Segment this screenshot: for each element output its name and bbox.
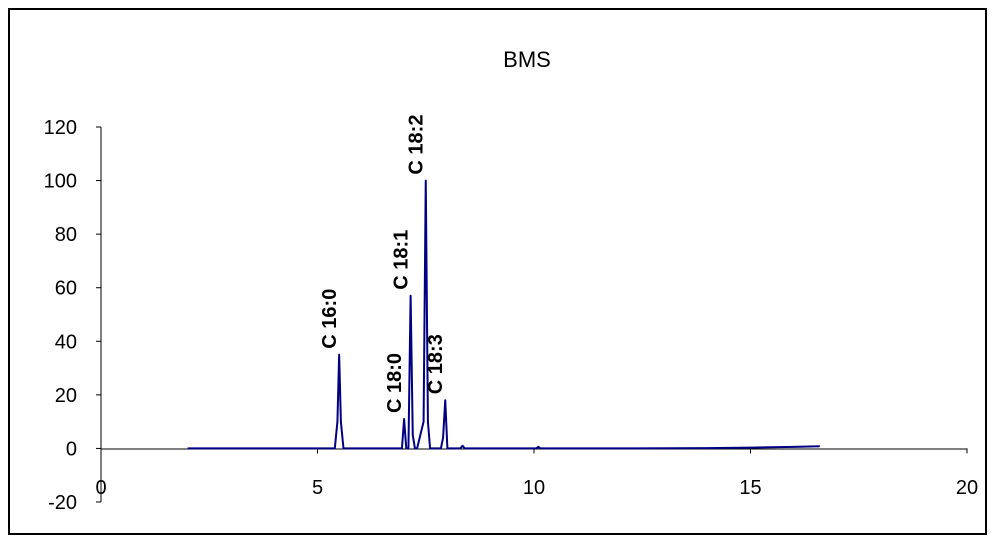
peak-label: C 18:2 (406, 115, 428, 175)
series-line (187, 179, 820, 450)
peak-label: C 18:1 (391, 230, 413, 290)
x-tick-label: 20 (956, 477, 978, 499)
x-axis-ticks: 0 5 10 15 20 (95, 448, 978, 499)
chart-frame (8, 8, 987, 535)
y-tick-label: 100 (44, 171, 77, 193)
x-tick-label: 5 (312, 477, 323, 499)
y-tick-label: 80 (55, 224, 77, 246)
peak-label: C 18:3 (425, 334, 447, 394)
peak-label: C 18:0 (384, 353, 406, 413)
chart-title: BMS (503, 47, 551, 72)
x-tick-label: 10 (523, 477, 545, 499)
y-tick-label: 120 (44, 117, 77, 139)
peak-label: C 16:0 (319, 289, 341, 349)
y-tick-label: 60 (55, 278, 77, 300)
y-tick-label: 40 (55, 331, 77, 353)
peak-labels: C 16:0 C 18:0 C 18:1 C 18:2 C 18:3 (319, 115, 447, 413)
y-axis-ticks: -20 0 20 40 60 80 100 120 (44, 117, 101, 514)
series-layer (187, 179, 820, 450)
y-tick-label: 20 (55, 385, 77, 407)
y-tick-label: -20 (48, 492, 77, 514)
x-tick-label: 0 (95, 477, 106, 499)
x-tick-label: 15 (739, 477, 761, 499)
y-tick-label: 0 (66, 438, 77, 460)
